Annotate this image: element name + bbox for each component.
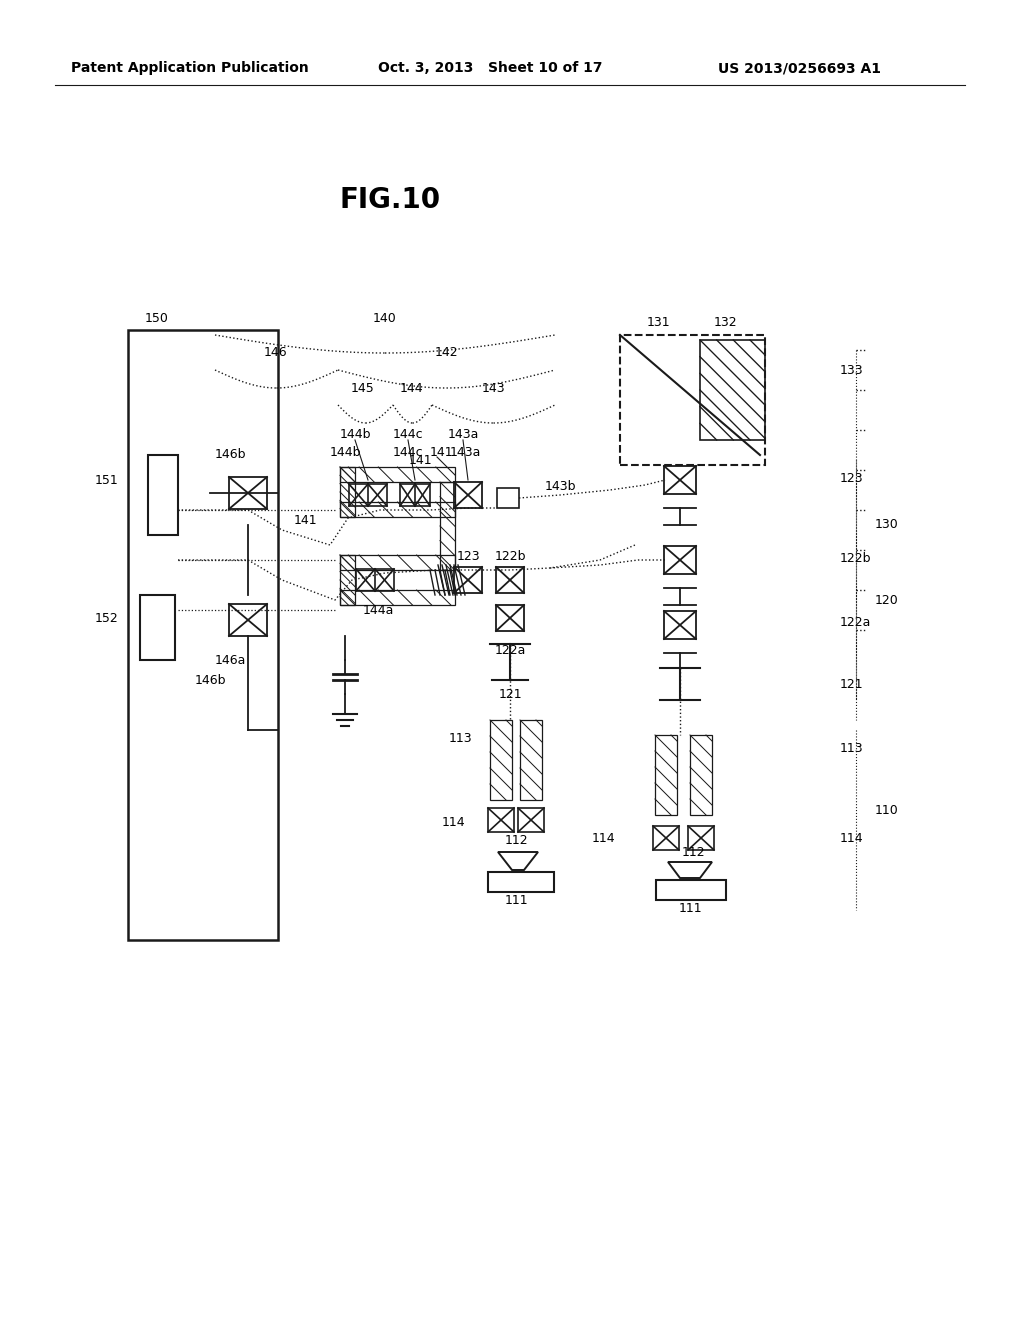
Text: 131: 131 [646,315,670,329]
Bar [664,611,696,639]
Text: 122b: 122b [840,552,871,565]
Text: 144b: 144b [339,429,371,441]
Bar [655,735,677,814]
Text: 112: 112 [681,846,705,858]
Text: 145: 145 [351,381,375,395]
Text: 123: 123 [456,550,480,564]
Bar [440,482,455,570]
Text: 143a: 143a [447,429,478,441]
Text: 114: 114 [592,832,615,845]
Text: 143a: 143a [450,446,480,458]
Text: 144b: 144b [330,446,360,458]
Text: 141: 141 [293,513,316,527]
Text: 141: 141 [409,454,432,466]
Bar [488,808,514,832]
Text: 143b: 143b [545,480,577,494]
Bar [454,482,482,508]
Text: 151: 151 [94,474,118,487]
Bar [653,826,679,850]
Bar [488,873,554,892]
Bar [688,826,714,850]
Text: 122a: 122a [840,616,871,630]
Text: 113: 113 [449,731,472,744]
Text: 143: 143 [481,381,505,395]
Text: 146: 146 [263,346,287,359]
Bar [520,719,542,800]
Bar [700,341,765,440]
Bar [229,477,267,510]
Bar [140,595,175,660]
Text: 110: 110 [874,804,899,817]
Text: 144: 144 [399,381,423,395]
Text: 122b: 122b [495,550,525,564]
Text: 113: 113 [840,742,863,755]
Bar [349,484,387,506]
Text: 146b: 146b [214,449,246,462]
Bar [340,467,455,482]
Bar [518,808,544,832]
Text: 142: 142 [434,346,458,359]
Bar [496,605,524,631]
Text: 133: 133 [840,363,863,376]
Bar [340,554,455,570]
Text: 111: 111 [504,894,527,907]
Text: 150: 150 [145,312,169,325]
Bar [229,605,267,636]
Bar [340,467,355,517]
Bar [400,484,430,506]
Text: 144c: 144c [392,446,423,458]
Text: 140: 140 [373,312,397,325]
Text: 152: 152 [94,611,118,624]
Text: 114: 114 [840,832,863,845]
Bar [340,502,455,517]
Text: 144a: 144a [362,603,393,616]
Bar [496,568,524,593]
Text: FIG.10: FIG.10 [339,186,440,214]
Bar [664,546,696,574]
Bar [620,335,765,465]
Text: 121: 121 [840,678,863,692]
Text: Patent Application Publication: Patent Application Publication [71,61,309,75]
Text: 114: 114 [441,816,465,829]
Bar [148,455,178,535]
Bar [664,466,696,494]
Text: Oct. 3, 2013   Sheet 10 of 17: Oct. 3, 2013 Sheet 10 of 17 [378,61,602,75]
Text: 123: 123 [840,471,863,484]
Bar [656,880,726,900]
Bar [497,488,519,508]
Text: 146a: 146a [214,653,246,667]
Text: 120: 120 [874,594,899,606]
Text: 144c: 144c [392,429,423,441]
Text: 121: 121 [499,689,522,701]
Bar [454,568,482,593]
Bar [690,735,712,814]
Text: US 2013/0256693 A1: US 2013/0256693 A1 [719,61,882,75]
Text: 122a: 122a [495,644,525,656]
Text: 141: 141 [430,446,454,458]
Text: 130: 130 [874,519,899,532]
Bar [128,330,278,940]
Bar [340,590,455,605]
Text: 112: 112 [504,833,527,846]
Bar [340,554,355,605]
Bar [490,719,512,800]
Text: 146b: 146b [195,673,225,686]
Text: 132: 132 [713,315,737,329]
Bar [356,569,394,591]
Text: 111: 111 [678,902,701,915]
